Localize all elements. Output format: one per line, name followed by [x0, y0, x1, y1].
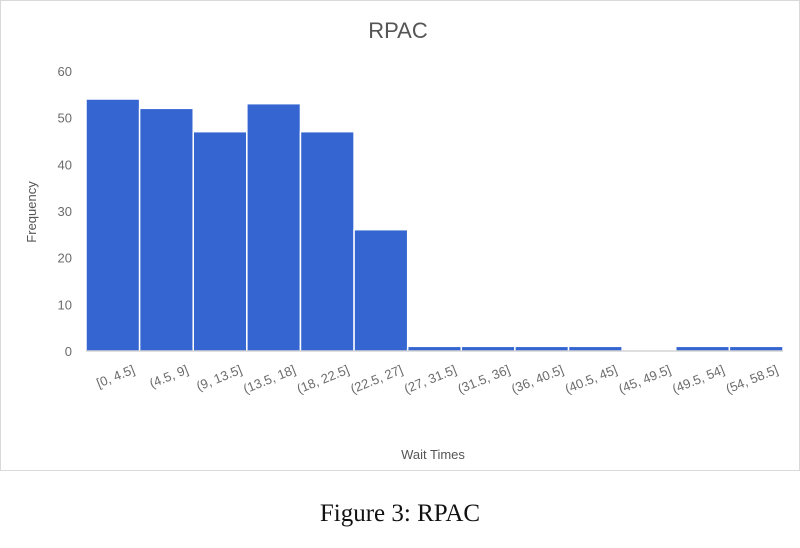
histogram-bar — [246, 102, 302, 352]
histogram-chart: RPAC Frequency Wait Times 0102030405060 … — [0, 0, 800, 471]
histogram-bar — [85, 98, 141, 352]
y-tick-label: 40 — [58, 157, 72, 172]
histogram-bar — [675, 345, 731, 352]
y-axis-ticks: 0 10 20 30 40 50 60 — [58, 64, 72, 359]
y-tick-label: 30 — [58, 204, 72, 219]
figure-caption: Figure 3: RPAC — [319, 500, 481, 527]
histogram-bar — [192, 130, 248, 352]
histogram-bar — [514, 345, 570, 352]
y-tick-label: 60 — [58, 64, 72, 79]
y-tick-label: 10 — [58, 297, 72, 312]
y-tick-label: 50 — [58, 111, 72, 126]
chart-frame: RPAC Frequency Wait Times 0 10 20 30 40 50 60 … — [0, 0, 800, 471]
y-axis-title: Frequency — [24, 181, 39, 243]
histogram-bar — [299, 130, 355, 352]
x-axis-title: Wait Times — [401, 447, 465, 462]
y-tick-label: 0 — [65, 344, 72, 359]
histogram-bar — [353, 228, 409, 352]
chart-title: RPAC — [368, 18, 428, 43]
histogram-bar — [567, 345, 623, 352]
histogram-bar — [138, 107, 194, 352]
histogram-bar — [406, 345, 463, 352]
histogram-bar — [460, 345, 516, 352]
bars-group — [85, 98, 784, 352]
histogram-bar — [728, 345, 784, 352]
y-tick-label: 20 — [58, 251, 72, 266]
